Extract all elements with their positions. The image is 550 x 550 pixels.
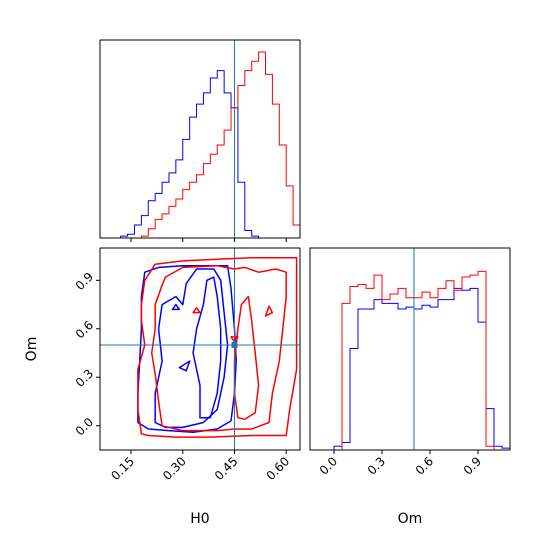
hist-om-x-tick-label: 0.3 xyxy=(365,454,388,477)
contour-blue-level-2 xyxy=(192,276,222,419)
contour-y-tick-label: 0.3 xyxy=(73,367,96,390)
contour-red-level-5 xyxy=(264,305,274,317)
contour-red-level-1 xyxy=(150,265,287,432)
y-axis-label-om: Om xyxy=(24,337,40,362)
hist-om-series-blue xyxy=(310,287,510,450)
truth-marker xyxy=(231,341,238,348)
hist-om-x-tick-label: 0.0 xyxy=(317,454,340,477)
hist-h0-plot xyxy=(100,40,300,238)
contour-blue-level-1 xyxy=(154,268,229,429)
hist-om-x-tick-label: 0.6 xyxy=(413,454,436,477)
hist-om-panel xyxy=(309,247,511,451)
contour-plot xyxy=(100,248,300,450)
contour-red-level-2 xyxy=(233,295,260,421)
contour-frame xyxy=(99,247,301,451)
hist-h0-series-red xyxy=(100,51,300,238)
hist-om-frame xyxy=(309,247,511,451)
hist-om-plot xyxy=(310,248,510,450)
hist-h0-series-blue xyxy=(100,70,300,238)
contour-x-tick-label: 0.30 xyxy=(160,454,189,483)
contour-h0-om-panel xyxy=(99,247,301,451)
x-axis-label-h0: H0 xyxy=(190,511,209,527)
hist-om-x-tick-label: 0.9 xyxy=(461,454,484,477)
contour-x-tick-label: 0.60 xyxy=(264,454,293,483)
contour-blue-level-4 xyxy=(171,303,181,311)
hist-h0-frame xyxy=(99,39,301,239)
contour-red-level-4 xyxy=(192,307,201,314)
contour-y-tick-label: 0.6 xyxy=(73,318,96,341)
tick-layer: 0.15 0.30 0.45 0.60 0.0 0.3 0.6 0.9 0.0 0.3 0.6 0.9 xyxy=(73,238,484,483)
hist-h0-panel xyxy=(99,39,301,239)
hist-om-series-red xyxy=(310,270,510,450)
contour-x-tick-label: 0.15 xyxy=(108,454,137,483)
contour-blue-level-3 xyxy=(178,360,191,372)
contour-y-tick-label: 0.0 xyxy=(73,415,96,438)
contour-y-tick-label: 0.9 xyxy=(73,270,96,293)
contour-x-tick-label: 0.45 xyxy=(212,454,241,483)
contour-red-level-0 xyxy=(137,256,298,438)
x-axis-label-om: Om xyxy=(398,511,423,527)
